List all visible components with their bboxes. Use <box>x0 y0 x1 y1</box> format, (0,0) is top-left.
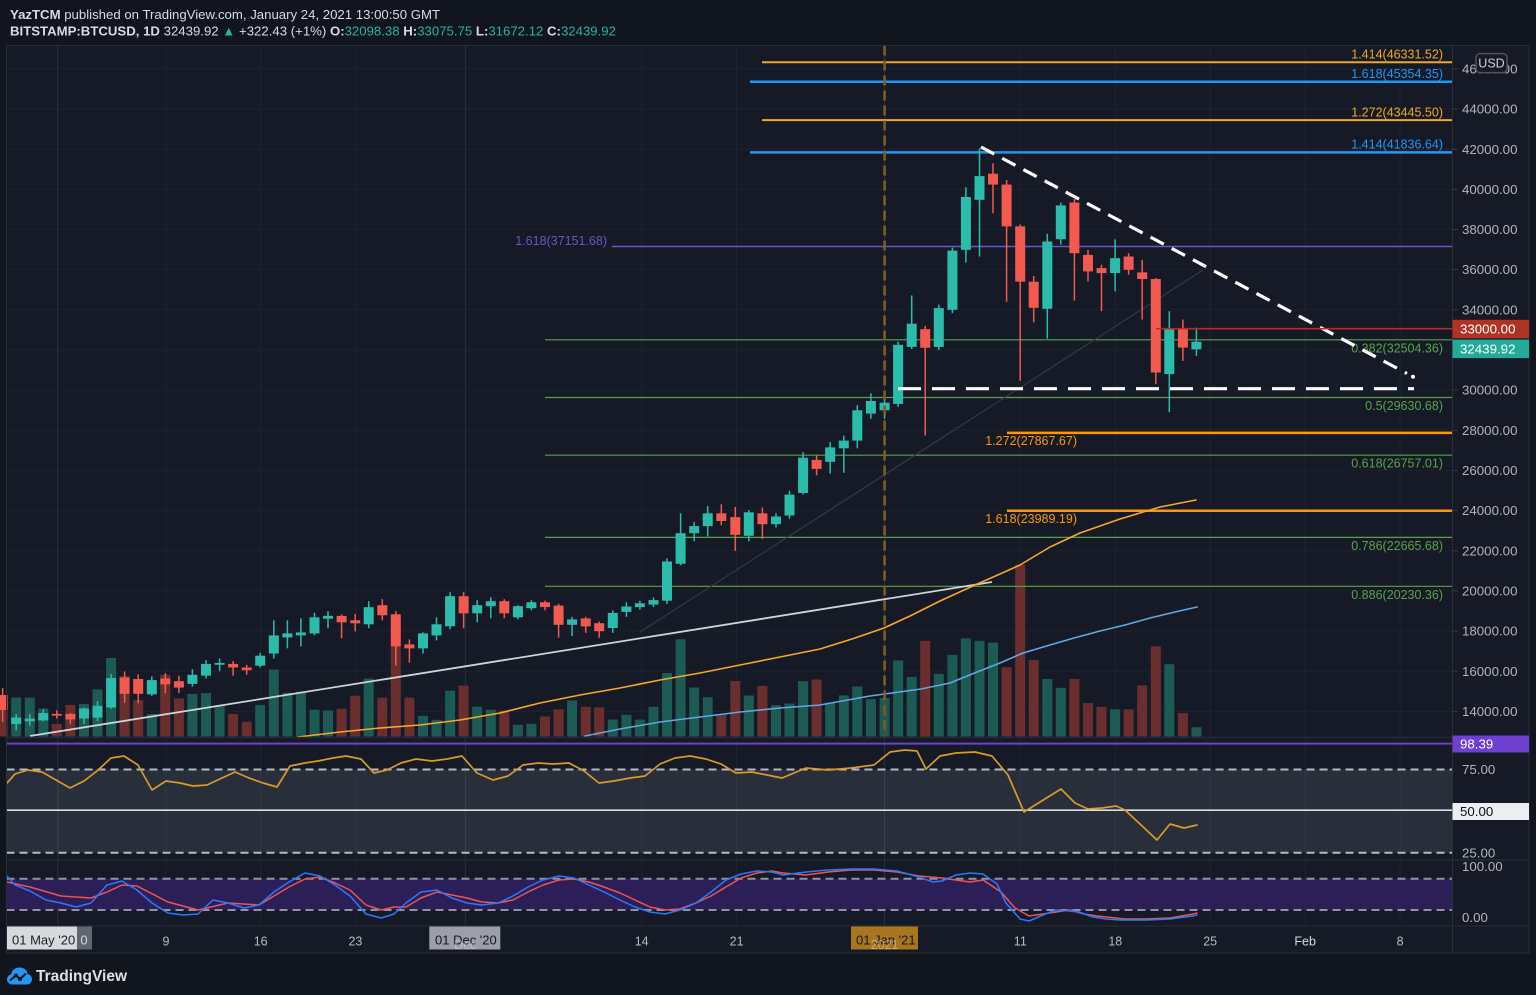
svg-text:36000.00: 36000.00 <box>1462 262 1517 277</box>
svg-text:0.5(29630.68): 0.5(29630.68) <box>1365 399 1443 413</box>
svg-text:100.00: 100.00 <box>1462 859 1503 874</box>
svg-text:0.618(26757.01): 0.618(26757.01) <box>1351 457 1443 471</box>
svg-text:9: 9 <box>163 934 170 948</box>
svg-text:1.618(23989.19): 1.618(23989.19) <box>985 512 1077 526</box>
svg-text:0.886(20230.36): 0.886(20230.36) <box>1351 588 1443 602</box>
svg-text:34000.00: 34000.00 <box>1462 302 1517 317</box>
svg-text:33000.00: 33000.00 <box>1460 322 1515 337</box>
svg-text:18000.00: 18000.00 <box>1462 624 1517 639</box>
svg-text:98.39: 98.39 <box>1460 737 1493 752</box>
svg-text:0: 0 <box>80 933 87 948</box>
svg-text:22000.00: 22000.00 <box>1462 543 1517 558</box>
svg-text:01 Jan '21: 01 Jan '21 <box>856 933 916 948</box>
svg-text:24000.00: 24000.00 <box>1462 503 1517 518</box>
svg-text:14000.00: 14000.00 <box>1462 704 1517 719</box>
svg-text:Dec: Dec <box>454 938 476 952</box>
svg-text:1.414(46331.52): 1.414(46331.52) <box>1351 48 1443 62</box>
svg-text:Feb: Feb <box>1294 934 1316 948</box>
svg-text:11: 11 <box>1014 934 1027 948</box>
svg-text:1.618(45354.35): 1.618(45354.35) <box>1351 67 1443 81</box>
svg-text:44000.00: 44000.00 <box>1462 102 1517 117</box>
svg-text:16000.00: 16000.00 <box>1462 664 1517 679</box>
svg-text:50.00: 50.00 <box>1460 804 1493 819</box>
svg-text:1.618(37151.68): 1.618(37151.68) <box>515 234 607 248</box>
svg-text:USD: USD <box>1478 56 1504 70</box>
svg-text:42000.00: 42000.00 <box>1462 142 1517 157</box>
svg-text:01 May '20: 01 May '20 <box>12 933 75 948</box>
svg-text:2021: 2021 <box>871 938 899 952</box>
svg-text:28000.00: 28000.00 <box>1462 423 1517 438</box>
svg-text:26000.00: 26000.00 <box>1462 463 1517 478</box>
svg-text:YazTCM published on TradingVie: YazTCM published on TradingView.com, Jan… <box>10 7 440 22</box>
svg-text:40000.00: 40000.00 <box>1462 182 1517 197</box>
svg-text:14: 14 <box>635 934 649 948</box>
svg-text:1.272(43445.50): 1.272(43445.50) <box>1351 105 1443 119</box>
svg-text:16: 16 <box>254 934 268 948</box>
svg-text:75.00: 75.00 <box>1462 762 1495 777</box>
svg-text:1.272(27867.67): 1.272(27867.67) <box>985 434 1077 448</box>
svg-text:BITSTAMP:BTCUSD, 1D 32439.92: BITSTAMP:BTCUSD, 1D 32439.92 ▲ +322.43 (… <box>10 24 616 39</box>
svg-text:32439.92: 32439.92 <box>1460 342 1515 357</box>
svg-text:0.00: 0.00 <box>1462 910 1488 925</box>
svg-text:25: 25 <box>1203 934 1217 948</box>
svg-text:8: 8 <box>1397 934 1404 948</box>
svg-text:20000.00: 20000.00 <box>1462 584 1517 599</box>
svg-text:23: 23 <box>348 934 362 948</box>
svg-text:0.786(22665.68): 0.786(22665.68) <box>1351 539 1443 553</box>
svg-text:01 Dec '20: 01 Dec '20 <box>435 933 497 948</box>
svg-text:1.414(41836.64): 1.414(41836.64) <box>1351 138 1443 152</box>
svg-text:30000.00: 30000.00 <box>1462 383 1517 398</box>
svg-text:38000.00: 38000.00 <box>1462 222 1517 237</box>
svg-text:0.382(32504.36): 0.382(32504.36) <box>1351 341 1443 355</box>
svg-text:25.00: 25.00 <box>1462 845 1495 860</box>
svg-text:21: 21 <box>730 934 744 948</box>
svg-text:TradingView: TradingView <box>36 968 128 985</box>
svg-text:18: 18 <box>1108 934 1122 948</box>
